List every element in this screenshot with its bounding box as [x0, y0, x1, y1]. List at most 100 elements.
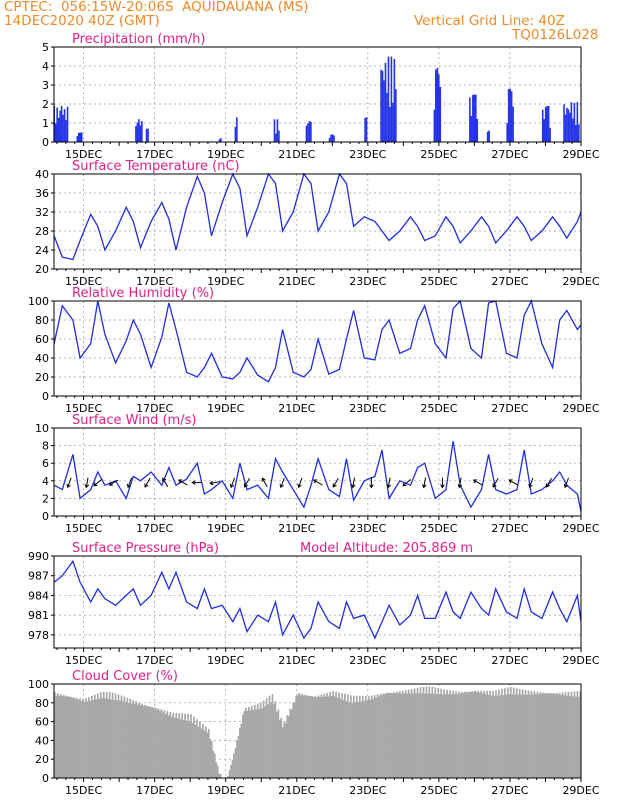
cloud-ytick-label: 100	[28, 678, 49, 691]
cloud-bar	[219, 774, 222, 778]
precip-xtick-label: 25DEC	[420, 148, 457, 161]
pressure-ytick-label: 987	[28, 570, 49, 583]
cloud-xtick-label: 15DEC	[65, 784, 102, 797]
cloud-bar	[452, 690, 454, 778]
precip-bar	[506, 123, 508, 142]
cloud-bar	[369, 699, 372, 778]
cloud-bar	[304, 694, 306, 778]
humidity-xtick-label: 21DEC	[278, 402, 315, 415]
cloud-bar	[93, 694, 96, 778]
precip-ytick-label: 4	[42, 60, 49, 73]
cloud-bar	[122, 701, 124, 778]
pressure-xtick-label: 27DEC	[491, 654, 528, 667]
cloud-bar	[472, 691, 475, 778]
cloud-bar	[280, 717, 283, 778]
cloud-bar	[518, 688, 521, 778]
cloud-bar	[299, 695, 302, 778]
precip-title: Precipitation (mm/h)	[72, 32, 205, 47]
precip-xtick-label: 23DEC	[349, 148, 386, 161]
precip-xtick-label: 27DEC	[491, 148, 528, 161]
wind-arrowhead	[126, 483, 132, 489]
cloud-bar	[572, 696, 574, 778]
cloud-bar	[64, 696, 67, 778]
cloud-bar	[435, 694, 438, 778]
cloud-bar	[89, 700, 92, 778]
cloud-bar	[110, 699, 112, 778]
wind-arrowhead	[422, 484, 427, 489]
cloud-bar	[308, 695, 311, 778]
cloud-bar	[326, 692, 329, 778]
precip-ytick-label: 2	[42, 98, 49, 111]
cloud-bar	[560, 694, 562, 778]
cloud-bar	[526, 694, 528, 778]
pressure-line	[53, 559, 582, 640]
cloud-bar	[576, 691, 579, 778]
cloud-bar	[391, 693, 394, 778]
temp-xtick-label: 23DEC	[349, 275, 386, 288]
cloud-bar	[363, 701, 366, 778]
cloud-bar	[512, 687, 515, 778]
precip-bar	[278, 130, 280, 142]
cloud-bar	[261, 708, 263, 778]
temp-ytick-label: 36	[35, 187, 49, 200]
wind-xtick-label: 15DEC	[65, 522, 102, 535]
cloud-bar	[153, 708, 155, 778]
wind-arrowhead	[472, 479, 478, 484]
cloud-bar	[197, 726, 200, 778]
wind-arrow	[93, 478, 102, 487]
precip-bar	[572, 118, 574, 142]
humidity-panel: Relative Humidity (%) 0 20 40 60 80 100 15DEC 17…	[28, 286, 600, 415]
cloud-bar	[418, 693, 420, 778]
cloud-bar	[105, 691, 108, 778]
precip-bar	[65, 120, 67, 142]
cloud-bar	[409, 693, 411, 778]
cloud-bar	[487, 694, 490, 778]
precip-bar	[60, 105, 63, 142]
precip-xtick-label: 19DEC	[207, 148, 244, 161]
cloud-bar	[427, 693, 429, 778]
cloud-bar	[188, 721, 191, 778]
cloud-bar	[561, 692, 564, 778]
cloud-bar	[342, 700, 345, 778]
cloud-bar	[147, 705, 149, 778]
cloud-bar	[101, 698, 104, 778]
cloud-bar	[493, 695, 496, 778]
cloud-bar	[490, 695, 493, 778]
cloud-bar	[311, 696, 314, 778]
cloud-bar	[509, 687, 512, 778]
cloud-bar	[54, 692, 56, 778]
cloud-bar	[125, 702, 127, 778]
cloud-bar	[166, 711, 169, 778]
cloud-bar	[573, 691, 576, 778]
precip-bar	[475, 94, 477, 142]
cloud-bar	[506, 687, 509, 778]
cloud-bar	[364, 696, 367, 778]
wind-arrow	[423, 477, 427, 488]
pressure-xtick-label: 29DEC	[562, 654, 599, 667]
cloud-bar	[190, 714, 192, 778]
wind-arrow	[280, 477, 285, 488]
humidity-xtick-label: 19DEC	[207, 402, 244, 415]
precip-bar	[276, 119, 279, 142]
precip-ytick-label: 1	[42, 117, 49, 130]
cloud-bar	[437, 688, 440, 778]
precip-bar	[54, 123, 57, 142]
cloud-bar	[499, 695, 502, 778]
cloud-bar	[492, 691, 494, 778]
cloud-bar	[398, 691, 401, 778]
cloud-bar	[120, 695, 123, 778]
cloud-bar	[61, 696, 64, 778]
cloud-bar	[376, 694, 379, 778]
cloud-frame	[53, 683, 582, 779]
cloud-bar	[465, 692, 468, 778]
wind-arrowhead	[402, 482, 407, 487]
wind-arrow	[564, 477, 569, 488]
wind-arrowhead	[261, 477, 266, 482]
cloud-bar	[517, 694, 520, 778]
cloud-bar	[358, 695, 361, 778]
cloud-bar	[240, 723, 243, 778]
cloud-bar	[570, 691, 573, 778]
cloud-bar	[558, 692, 561, 778]
cloud-bar	[458, 691, 460, 778]
cloud-bar	[187, 713, 189, 778]
